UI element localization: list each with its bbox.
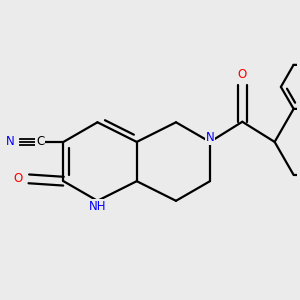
Text: N: N [6, 135, 15, 148]
Text: N: N [206, 131, 214, 144]
Text: O: O [14, 172, 23, 185]
Text: NH: NH [89, 200, 106, 213]
Text: C: C [36, 135, 44, 148]
Text: O: O [238, 68, 247, 81]
